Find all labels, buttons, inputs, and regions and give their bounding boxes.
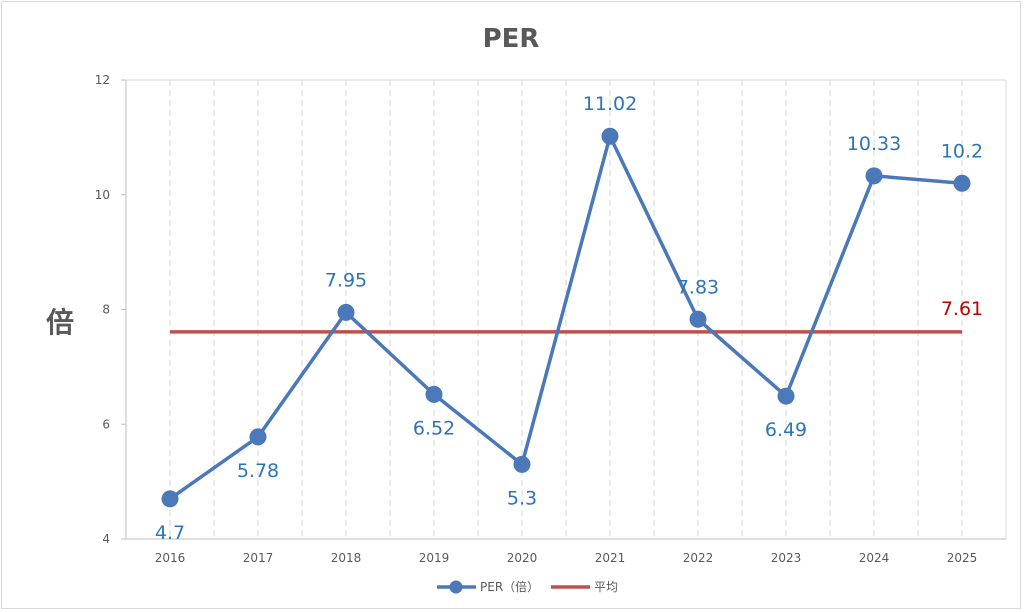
per-data-label: 5.78 [237, 460, 279, 482]
x-tick-label: 2024 [859, 551, 890, 565]
per-point [161, 490, 179, 508]
per-data-label: 7.83 [677, 276, 719, 298]
per-point [425, 385, 443, 403]
legend-per-marker [449, 580, 463, 594]
legend: PER（倍） 平均 [437, 579, 618, 594]
per-data-label: 11.02 [583, 93, 637, 115]
y-tick-labels: 4 6 8 10 12 [95, 73, 110, 546]
x-tick-label: 2016 [155, 551, 186, 565]
x-tick-label: 2022 [683, 551, 714, 565]
per-point [249, 428, 267, 446]
y-tick-label: 8 [102, 303, 110, 317]
per-data-label: 7.95 [325, 269, 367, 291]
x-tick-label: 2018 [331, 551, 362, 565]
y-axis-label: 倍 [46, 306, 74, 339]
per-data-label: 6.52 [413, 417, 455, 439]
legend-per-label: PER（倍） [480, 579, 539, 594]
x-tick-labels: 2016 2017 2018 2019 2020 2021 2022 2023 2024 2025 [155, 551, 978, 565]
x-tick-label: 2020 [507, 551, 538, 565]
per-data-label: 10.2 [941, 140, 983, 162]
per-series [161, 127, 971, 508]
chart-title: PER [483, 24, 540, 54]
axes [121, 79, 1006, 540]
per-line [168, 134, 963, 501]
x-tick-label: 2023 [771, 551, 802, 565]
per-data-label: 5.3 [507, 487, 537, 509]
x-tick-label: 2019 [419, 551, 450, 565]
per-data-label: 6.49 [765, 419, 807, 441]
per-point [689, 310, 707, 328]
y-tick-label: 4 [102, 532, 110, 546]
per-point [953, 174, 971, 192]
x-tick-label: 2025 [947, 551, 978, 565]
y-tick-label: 12 [95, 73, 110, 87]
per-data-label: 10.33 [847, 133, 901, 155]
legend-average-label: 平均 [594, 580, 618, 594]
per-point [865, 167, 883, 185]
per-point [337, 303, 355, 321]
per-point [777, 387, 795, 405]
per-point [513, 455, 531, 473]
y-tick-label: 10 [95, 188, 110, 202]
per-point [601, 127, 619, 145]
gridlines [126, 79, 1007, 539]
x-tick-label: 2021 [595, 551, 626, 565]
y-tick-label: 6 [102, 417, 110, 431]
average-data-label: 7.61 [941, 298, 983, 320]
data-labels: 4.7 5.78 7.95 6.52 5.3 11.02 7.83 6.49 10.33 10.2… [155, 93, 983, 544]
x-tick-label: 2017 [243, 551, 274, 565]
per-data-label: 4.7 [155, 522, 185, 544]
